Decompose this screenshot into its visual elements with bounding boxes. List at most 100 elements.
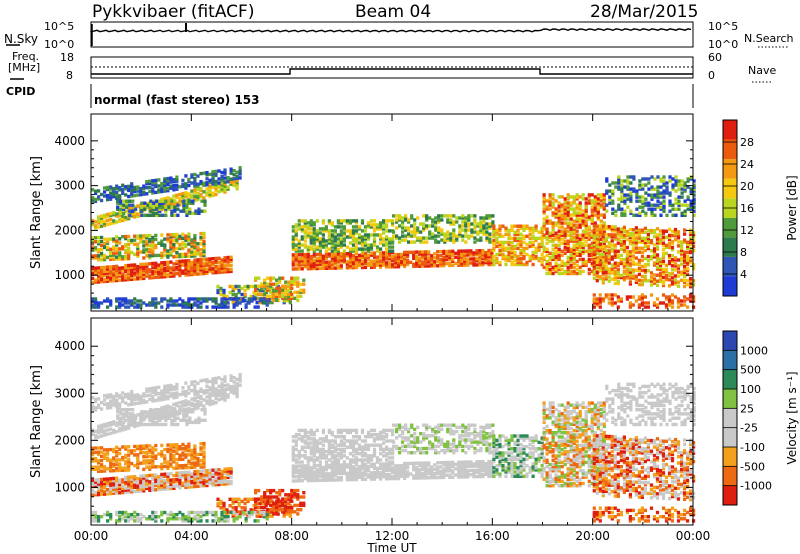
- power-cell: [487, 260, 491, 265]
- power-cell: [288, 298, 292, 303]
- power-cell: [315, 266, 319, 271]
- power-cell: [97, 268, 101, 272]
- power-cell: [421, 252, 425, 256]
- power-cell: [382, 243, 386, 247]
- velocity-cell: [339, 476, 343, 480]
- power-cell: [163, 183, 167, 187]
- power-cell: [148, 181, 152, 185]
- velocity-cell: [428, 446, 432, 451]
- power-cell: [187, 248, 191, 252]
- velocity-cell: [366, 443, 371, 447]
- velocity-cell: [97, 446, 101, 450]
- power-cell: [151, 249, 155, 254]
- velocity-cell: [413, 444, 417, 449]
- power-cell: [208, 269, 212, 273]
- power-cell: [348, 221, 353, 225]
- power-cell: [116, 199, 120, 203]
- velocity-cell: [306, 470, 310, 474]
- velocity-cell: [151, 454, 155, 458]
- velocity-cell: [379, 466, 383, 470]
- power-cell: [439, 262, 443, 266]
- power-cell: [176, 207, 180, 211]
- velocity-cell: [318, 441, 322, 445]
- velocity-cell: [416, 438, 420, 442]
- power-cell: [293, 290, 297, 294]
- velocity-cell: [388, 456, 392, 460]
- power-cell: [103, 265, 107, 270]
- power-cell: [202, 253, 206, 258]
- velocity-cell: [97, 486, 101, 490]
- velocity-cell: [401, 444, 405, 449]
- velocity-cell: [193, 482, 197, 487]
- velocity-cell: [442, 467, 446, 471]
- velocity-cell: [469, 464, 473, 468]
- power-cell: [342, 231, 346, 235]
- power-cell: [293, 278, 297, 282]
- cpid-text: normal (fast stereo) 153: [94, 93, 260, 107]
- power-cell: [184, 236, 188, 240]
- power-cell: [391, 249, 395, 253]
- power-cell: [175, 259, 179, 264]
- power-cell: [372, 251, 377, 255]
- velocity-cell: [309, 447, 313, 452]
- velocity-cell: [112, 422, 116, 426]
- velocity-cell: [345, 475, 349, 480]
- velocity-cell: [446, 440, 450, 444]
- power-cell: [199, 264, 203, 268]
- power-cell: [97, 215, 101, 219]
- power-cell: [442, 263, 446, 268]
- velocity-cell: [303, 432, 307, 437]
- velocity-cell: [282, 514, 286, 518]
- power-cell: [208, 259, 212, 263]
- velocity-cell: [115, 482, 119, 487]
- power-cell: [163, 237, 167, 241]
- power-cell: [202, 267, 206, 272]
- velocity-cell: [106, 406, 110, 410]
- power-cell: [418, 262, 422, 266]
- velocity-cell: [479, 432, 483, 436]
- velocity-cell: [148, 465, 152, 469]
- velocity-cell: [413, 442, 417, 446]
- power-cell: [275, 298, 279, 302]
- velocity-cell: [342, 443, 346, 447]
- velocity-cell: [100, 400, 104, 405]
- power-cell: [479, 236, 483, 240]
- velocity-cell: [235, 394, 239, 399]
- power-cell: [388, 237, 392, 241]
- velocity-cell: [470, 438, 474, 442]
- power-cell: [97, 280, 101, 284]
- velocity-cell: [294, 435, 298, 439]
- velocity-cell: [473, 434, 477, 438]
- velocity-cell: [498, 464, 502, 468]
- velocity-cell: [169, 486, 173, 491]
- power-cell: [140, 209, 144, 213]
- power-cell: [142, 266, 146, 270]
- velocity-cell: [217, 376, 221, 380]
- power-cell: [336, 266, 340, 270]
- power-cell: [109, 222, 113, 226]
- power-cell: [448, 261, 452, 266]
- velocity-cell: [172, 480, 176, 484]
- power-cell: [154, 182, 158, 187]
- velocity-cell: [287, 501, 291, 505]
- power-cell: [309, 245, 313, 249]
- velocity-cell: [400, 470, 404, 474]
- velocity-cell: [321, 468, 325, 472]
- velocity-cell: [184, 470, 188, 475]
- power-cell: [124, 242, 128, 247]
- velocity-cell: [118, 486, 122, 491]
- power-cell: [166, 266, 170, 271]
- power-cell: [463, 263, 467, 267]
- power-cell: [145, 182, 149, 186]
- power-cell: [161, 205, 165, 209]
- velocity-cell: [139, 478, 143, 483]
- velocity-cell: [498, 472, 502, 476]
- velocity-cell: [415, 472, 419, 476]
- power-cell: [449, 238, 453, 242]
- power-cell: [133, 273, 137, 277]
- velocity-cell: [510, 451, 514, 455]
- velocity-cell: [348, 460, 353, 464]
- power-cell: [421, 260, 425, 264]
- power-cell: [504, 258, 508, 263]
- power-cell: [219, 288, 223, 293]
